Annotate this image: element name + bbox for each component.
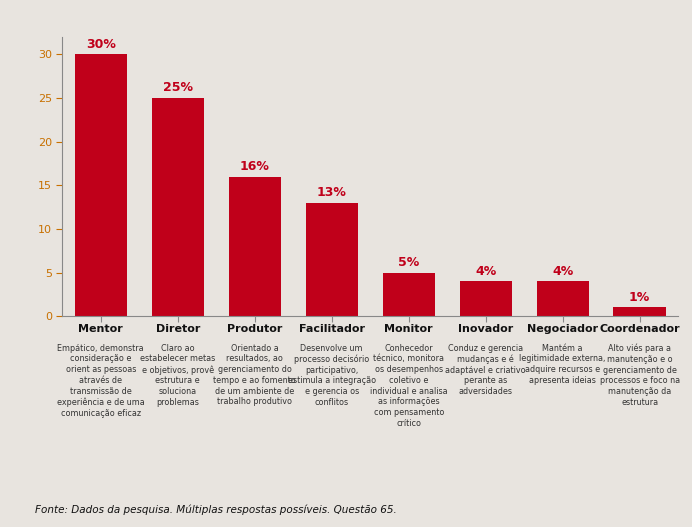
Text: Monitor: Monitor xyxy=(384,324,433,334)
Text: 4%: 4% xyxy=(475,265,496,278)
Bar xyxy=(383,272,435,316)
Text: 13%: 13% xyxy=(317,186,347,199)
Text: Facilitador: Facilitador xyxy=(299,324,365,334)
Text: 5%: 5% xyxy=(398,256,419,269)
Text: Conhecedor
técnico, monitora
os desempenhos
coletivo e
individual e analisa
as i: Conhecedor técnico, monitora os desempen… xyxy=(370,344,448,428)
Bar xyxy=(536,281,589,316)
Text: 4%: 4% xyxy=(552,265,573,278)
Text: Coordenador: Coordenador xyxy=(599,324,680,334)
Text: 1%: 1% xyxy=(629,291,650,304)
Text: Conduz e gerencia
mudanças e é
adaptável e criativo
perante as
adversidades: Conduz e gerencia mudanças e é adaptável… xyxy=(446,344,526,396)
Bar xyxy=(75,54,127,316)
Text: 25%: 25% xyxy=(163,82,193,94)
Bar xyxy=(228,177,281,316)
Text: Claro ao
estabelecer metas
e objetivos, provê
estrutura e
soluciona
problemas: Claro ao estabelecer metas e objetivos, … xyxy=(140,344,215,407)
Text: Diretor: Diretor xyxy=(156,324,200,334)
Bar xyxy=(152,98,204,316)
Bar xyxy=(306,203,358,316)
Text: Orientado a
resultados, ao
gerenciamento do
tempo e ao fomento
de um ambiente de: Orientado a resultados, ao gerenciamento… xyxy=(213,344,296,406)
Text: 16%: 16% xyxy=(240,160,270,173)
Text: Mantém a
legitimidade externa,
adquire recursos e
apresenta ideias: Mantém a legitimidade externa, adquire r… xyxy=(520,344,606,385)
Text: Mentor: Mentor xyxy=(78,324,123,334)
Bar xyxy=(614,307,666,316)
Text: Empático, demonstra
consideração e
orient as pessoas
através de
transmissão de
e: Empático, demonstra consideração e orien… xyxy=(57,344,145,418)
Text: Desenvolve um
processo decisório
participativo,
estimula a integração
e gerencia: Desenvolve um processo decisório partici… xyxy=(288,344,376,407)
Text: Produtor: Produtor xyxy=(227,324,282,334)
Bar xyxy=(459,281,512,316)
Text: Fonte: Dados da pesquisa. Múltiplas respostas possíveis. Questão 65.: Fonte: Dados da pesquisa. Múltiplas resp… xyxy=(35,505,397,515)
Text: Alto viés para a
manutenção e o
gerenciamento de
processos e foco na
manutenção : Alto viés para a manutenção e o gerencia… xyxy=(599,344,680,407)
Text: Inovador: Inovador xyxy=(458,324,513,334)
Text: Negociador: Negociador xyxy=(527,324,599,334)
Text: 30%: 30% xyxy=(86,38,116,51)
